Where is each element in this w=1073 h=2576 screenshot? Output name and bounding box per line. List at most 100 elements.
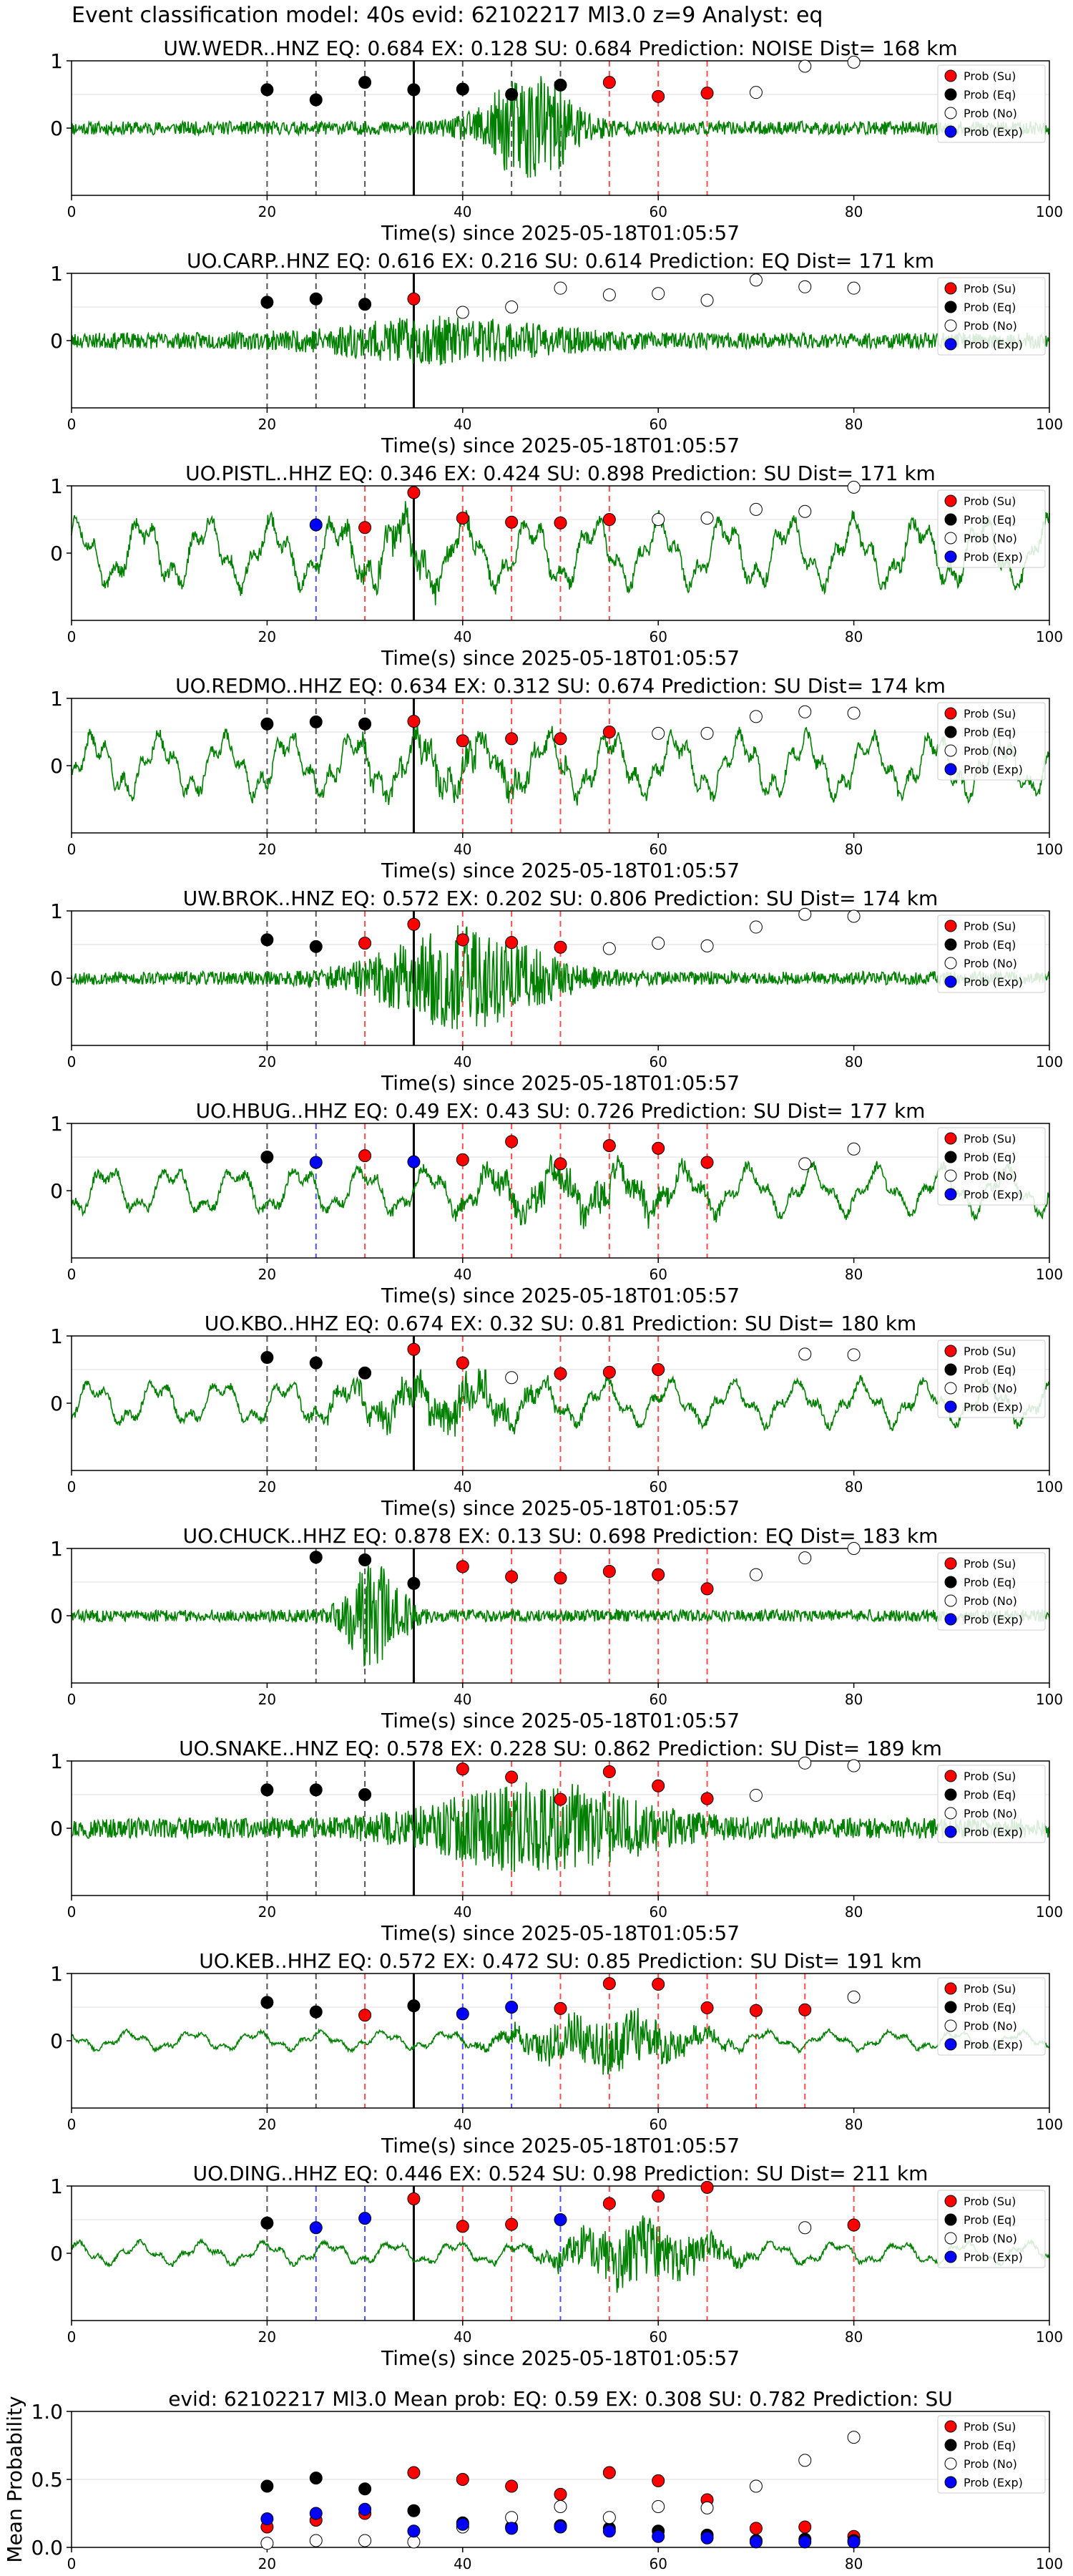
prob-marker-exp (407, 1155, 421, 1169)
legend-marker-no (944, 107, 957, 119)
prob-marker-su (358, 2009, 372, 2022)
x-tick-label: 60 (649, 1053, 667, 1070)
prob-marker-eq (407, 1576, 421, 1590)
prob-marker-eq (260, 2479, 274, 2493)
prob-marker-eq (407, 2504, 421, 2517)
legend-label-eq: Prob (Eq) (964, 2213, 1016, 2227)
x-tick-label: 80 (845, 1903, 863, 1921)
prob-marker-eq (358, 2482, 372, 2496)
legend-label-su: Prob (Su) (964, 707, 1016, 721)
prob-marker-su (554, 1367, 567, 1380)
prob-marker-su (407, 2192, 421, 2205)
x-tick-label: 0 (67, 841, 77, 858)
prob-marker-exp (798, 2535, 812, 2549)
prob-marker-su (505, 1770, 519, 1784)
legend-label-eq: Prob (Eq) (964, 1151, 1016, 1164)
prob-marker-su (407, 714, 421, 728)
legend-label-no: Prob (No) (964, 744, 1017, 758)
y-tick-label: 1.0 (31, 2400, 63, 2424)
prob-marker-eq (358, 1553, 372, 1566)
prob-marker-no (700, 726, 714, 740)
figure-suptitle: Event classification model: 40s evid: 62… (72, 3, 823, 28)
prob-marker-su (652, 89, 665, 103)
prob-marker-su (456, 1153, 469, 1166)
x-tick-label: 100 (1036, 2116, 1063, 2133)
prob-marker-su (700, 2001, 714, 2014)
x-tick-label: 100 (1036, 2555, 1063, 2572)
legend-label-eq: Prob (Eq) (964, 1788, 1016, 1802)
legend-marker-eq (944, 1788, 957, 1801)
prob-marker-su (456, 2220, 469, 2233)
legend-marker-exp (944, 763, 957, 776)
x-tick-label: 40 (454, 841, 471, 858)
legend-label-su: Prob (Su) (964, 1557, 1016, 1571)
legend-marker-su (944, 69, 957, 82)
legend-box (937, 64, 1046, 143)
legend-label-eq: Prob (Eq) (964, 2001, 1016, 2014)
prob-marker-exp (505, 2522, 519, 2535)
x-tick-label: 0 (67, 2116, 77, 2133)
x-tick-label: 100 (1036, 2328, 1063, 2346)
prob-marker-su (407, 486, 421, 499)
legend-label-eq: Prob (Eq) (964, 1576, 1016, 1589)
legend-marker-eq (944, 88, 957, 101)
prob-marker-su (505, 515, 519, 529)
prob-marker-exp (456, 2517, 469, 2531)
prob-marker-eq (407, 83, 421, 97)
prob-marker-eq (260, 296, 274, 309)
prob-marker-su (358, 521, 372, 535)
prob-marker-su (652, 1779, 665, 1792)
y-tick-label: 1 (50, 1112, 63, 1136)
prob-marker-su (554, 732, 567, 746)
legend-marker-no (944, 532, 957, 545)
prob-marker-su (505, 1570, 519, 1584)
prob-marker-no (456, 306, 469, 319)
prob-marker-su (749, 2004, 763, 2017)
y-tick-label: 0 (50, 1392, 63, 1415)
y-tick-label: 1 (50, 1537, 63, 1561)
panel-title: evid: 62102217 Ml3.0 Mean prob: EQ: 0.59… (168, 2387, 953, 2411)
prob-marker-su (602, 2197, 616, 2210)
panel-title: UO.SNAKE..HNZ EQ: 0.578 EX: 0.228 SU: 0.… (179, 1737, 942, 1760)
prob-marker-su (602, 1765, 616, 1779)
x-tick-label: 100 (1036, 203, 1063, 220)
y-tick-label: 1 (50, 687, 63, 711)
prob-marker-su (602, 1977, 616, 1991)
x-tick-label: 60 (649, 1903, 667, 1921)
x-axis-label: Time(s) since 2025-05-18T01:05:57 (381, 2346, 740, 2370)
x-tick-label: 100 (1036, 628, 1063, 645)
panel-7: 0 20 40 60 80 100 1 0 UO.CHUCK..HHZ EQ: 0.878 EX… (50, 1524, 1063, 1732)
prob-marker-no (798, 2454, 812, 2467)
prob-marker-no (847, 55, 861, 69)
prob-marker-exp (309, 518, 323, 532)
x-tick-label: 20 (258, 2328, 276, 2346)
prob-marker-eq (260, 933, 274, 947)
x-tick-label: 40 (454, 1266, 471, 1283)
prob-marker-no (749, 920, 763, 934)
panel-8: 0 20 40 60 80 100 1 0 UO.SNAKE..HNZ EQ: 0.578 EX… (50, 1737, 1063, 1945)
prob-marker-eq (309, 2472, 323, 2485)
prob-marker-no (847, 1990, 861, 2004)
waveform-trace (71, 1153, 1050, 1229)
legend-marker-eq (944, 1363, 957, 1376)
x-tick-label: 40 (454, 1478, 471, 1496)
prob-marker-su (456, 734, 469, 748)
panel-title: UW.WEDR..HNZ EQ: 0.684 EX: 0.128 SU: 0.6… (163, 36, 957, 60)
prob-marker-su (456, 2473, 469, 2486)
panel-title: UW.BROK..HNZ EQ: 0.572 EX: 0.202 SU: 0.8… (183, 887, 939, 910)
panel-3: 0 20 40 60 80 100 1 0 UO.REDMO..HHZ EQ: 0.634 EX… (50, 674, 1063, 882)
waveform-trace (71, 1782, 1050, 1873)
prob-marker-su (407, 917, 421, 931)
panel-title: UO.REDMO..HHZ EQ: 0.634 EX: 0.312 SU: 0.… (175, 674, 946, 698)
prob-marker-su (456, 512, 469, 525)
prob-marker-no (652, 287, 665, 301)
x-tick-label: 20 (258, 628, 276, 645)
prob-marker-eq (554, 78, 567, 92)
x-tick-label: 60 (649, 1478, 667, 1496)
legend-marker-exp (944, 1825, 957, 1838)
prob-marker-no (798, 1756, 812, 1770)
prob-marker-eq (260, 1351, 274, 1365)
prob-marker-no (749, 1568, 763, 1581)
prob-marker-su (700, 1792, 714, 1805)
legend-label-no: Prob (No) (964, 1169, 1017, 1183)
